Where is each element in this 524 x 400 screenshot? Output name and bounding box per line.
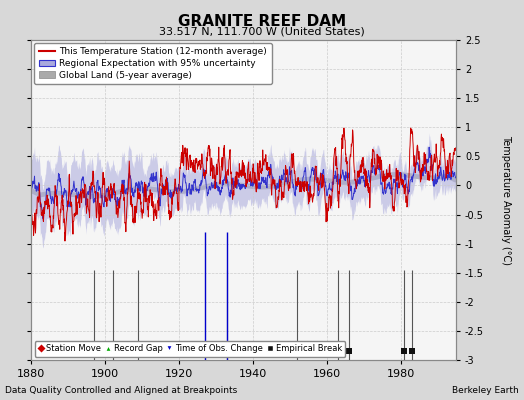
Text: 33.517 N, 111.700 W (United States): 33.517 N, 111.700 W (United States): [159, 26, 365, 36]
Legend: Station Move, Record Gap, Time of Obs. Change, Empirical Break: Station Move, Record Gap, Time of Obs. C…: [35, 341, 345, 357]
Y-axis label: Temperature Anomaly (°C): Temperature Anomaly (°C): [500, 135, 510, 265]
Text: GRANITE REEF DAM: GRANITE REEF DAM: [178, 14, 346, 29]
Text: Data Quality Controlled and Aligned at Breakpoints: Data Quality Controlled and Aligned at B…: [5, 386, 237, 395]
Text: Berkeley Earth: Berkeley Earth: [452, 386, 519, 395]
